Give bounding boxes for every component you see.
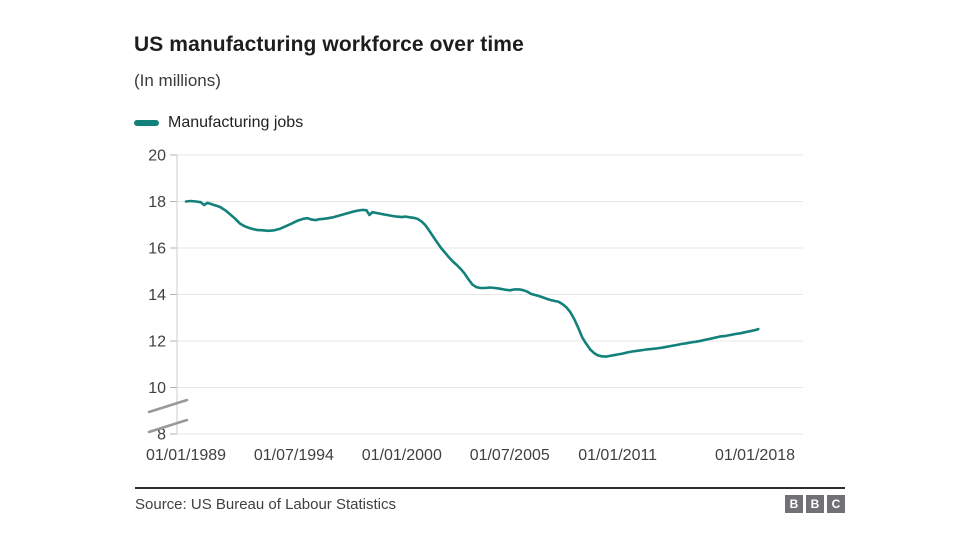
chart-subtitle: (In millions) [134, 71, 221, 90]
line-chart: 8 10 12 14 16 18 20 01/01/1989 01/07/1994 01/01/2… [146, 148, 803, 464]
bbc-logo-block: B [785, 495, 803, 513]
axis-break-mark [147, 398, 189, 414]
y-tick-label: 8 [157, 427, 166, 444]
bbc-logo-block: C [827, 495, 845, 513]
source-text: Source: US Bureau of Labour Statistics [135, 496, 396, 513]
y-tick-label: 14 [148, 287, 166, 304]
legend-swatch-manufacturing-jobs [134, 120, 159, 126]
x-tick-label: 01/01/2000 [362, 447, 442, 464]
y-tick-label: 10 [148, 380, 166, 397]
bbc-logo-block: B [806, 495, 824, 513]
y-tick-label: 16 [148, 241, 166, 258]
legend-label: Manufacturing jobs [168, 114, 304, 131]
legend: Manufacturing jobs [134, 114, 303, 132]
x-tick-label: 01/07/1994 [254, 447, 334, 464]
y-tick-label: 18 [148, 194, 166, 211]
x-tick-label: 01/01/2018 [715, 447, 795, 464]
axis-break-mark [147, 418, 189, 434]
x-tick-label: 01/01/2011 [578, 447, 657, 464]
chart-title: US manufacturing workforce over time [134, 33, 524, 56]
footer-divider [135, 487, 845, 489]
series-line-manufacturing-jobs [184, 199, 760, 358]
y-tick-label: 20 [148, 148, 166, 165]
y-tick-label: 12 [148, 334, 166, 351]
x-tick-label: 01/07/2005 [470, 447, 550, 464]
x-tick-label: 01/01/1989 [146, 447, 226, 464]
